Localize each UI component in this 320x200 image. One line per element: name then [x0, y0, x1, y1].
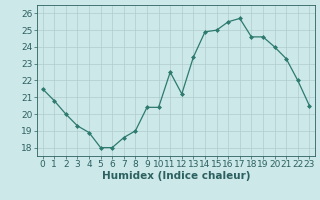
X-axis label: Humidex (Indice chaleur): Humidex (Indice chaleur): [102, 171, 250, 181]
